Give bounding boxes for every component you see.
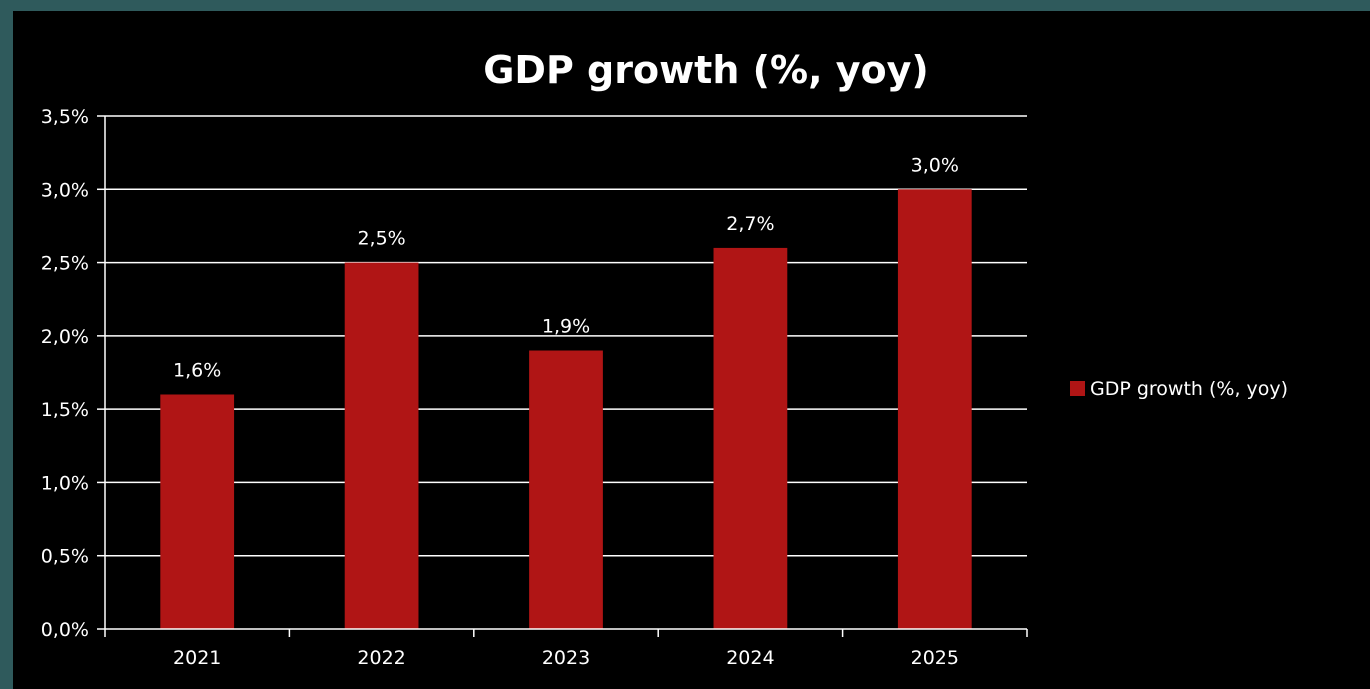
chart-title: GDP growth (%, yoy) (483, 48, 929, 92)
bar-chart: GDP growth (%, yoy) 0,0% 0,5% 1,0% 1,5% 2,0%… (41, 48, 1288, 669)
data-label-2023: 1,9% (542, 316, 590, 338)
bar-2022 (344, 262, 419, 629)
bars (160, 189, 972, 630)
y-tick-label: 1,5% (41, 399, 89, 421)
axes (97, 115, 1028, 637)
bar-2025 (897, 189, 972, 630)
data-label-2021: 1,6% (173, 359, 221, 381)
y-tick-label: 3,0% (41, 179, 89, 201)
legend: GDP growth (%, yoy) (1070, 378, 1288, 400)
data-label-2022: 2,5% (357, 228, 405, 250)
bar-2023 (529, 350, 603, 629)
bar-2021 (160, 394, 235, 629)
x-tick-label-2025: 2025 (911, 647, 959, 669)
data-label-2024: 2,7% (726, 213, 774, 235)
bar-2024 (713, 247, 788, 629)
x-tick-label-2022: 2022 (357, 647, 405, 669)
chart-area: GDP growth (%, yoy) 0,0% 0,5% 1,0% 1,5% 2,0%… (13, 11, 1370, 689)
y-tick-label: 3,5% (41, 106, 89, 128)
x-tick-label-2021: 2021 (173, 647, 221, 669)
y-axis-tick-labels: 0,0% 0,5% 1,0% 1,5% 2,0% 2,5% 3,0% 3,5% (41, 106, 89, 641)
x-tick-label-2023: 2023 (542, 647, 590, 669)
y-tick-label: 0,5% (41, 546, 89, 568)
y-tick-label: 1,0% (41, 472, 89, 494)
data-label-2025: 3,0% (911, 154, 959, 176)
data-labels: 1,6% 2,5% 1,9% 2,7% 3,0% (173, 154, 959, 381)
y-tick-label: 2,0% (41, 326, 89, 348)
legend-swatch (1070, 381, 1085, 396)
x-axis-tick-labels: 2021 2022 2023 2024 2025 (173, 647, 959, 669)
y-tick-label: 2,5% (41, 253, 89, 275)
x-tick-label-2024: 2024 (726, 647, 774, 669)
y-tick-label: 0,0% (41, 619, 89, 641)
legend-label: GDP growth (%, yoy) (1090, 378, 1288, 400)
